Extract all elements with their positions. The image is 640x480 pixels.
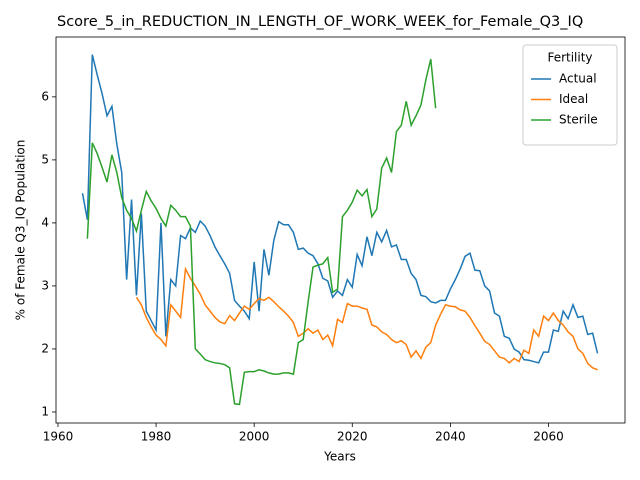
line-series — [86, 58, 437, 406]
y-tick-label: 1 — [41, 404, 49, 418]
x-tick-label: 1980 — [141, 430, 172, 444]
x-tick-label: 2040 — [435, 430, 466, 444]
legend-label: Actual — [559, 72, 597, 86]
line-series — [135, 266, 598, 371]
plot-frame — [55, 36, 626, 424]
y-tick-label: 2 — [41, 341, 49, 355]
y-tick-label: 6 — [41, 89, 49, 103]
x-tick-label: 1960 — [43, 430, 74, 444]
x-tick-label: 2020 — [337, 430, 368, 444]
y-tick-label: 3 — [41, 278, 49, 292]
y-tick-label: 5 — [41, 152, 49, 166]
y-tick-label: 4 — [41, 215, 49, 229]
line-series — [81, 54, 599, 364]
y-axis-label: % of Female Q3_IQ Population — [14, 140, 28, 321]
legend-label: Sterile — [559, 113, 598, 127]
x-tick-label: 2000 — [239, 430, 270, 444]
x-axis-label: Years — [323, 450, 356, 464]
legend-title: Fertility — [547, 51, 592, 65]
x-tick-label: 2060 — [533, 430, 564, 444]
legend-label: Ideal — [559, 92, 588, 106]
chart-title: Score_5_in_REDUCTION_IN_LENGTH_OF_WORK_W… — [57, 14, 583, 30]
